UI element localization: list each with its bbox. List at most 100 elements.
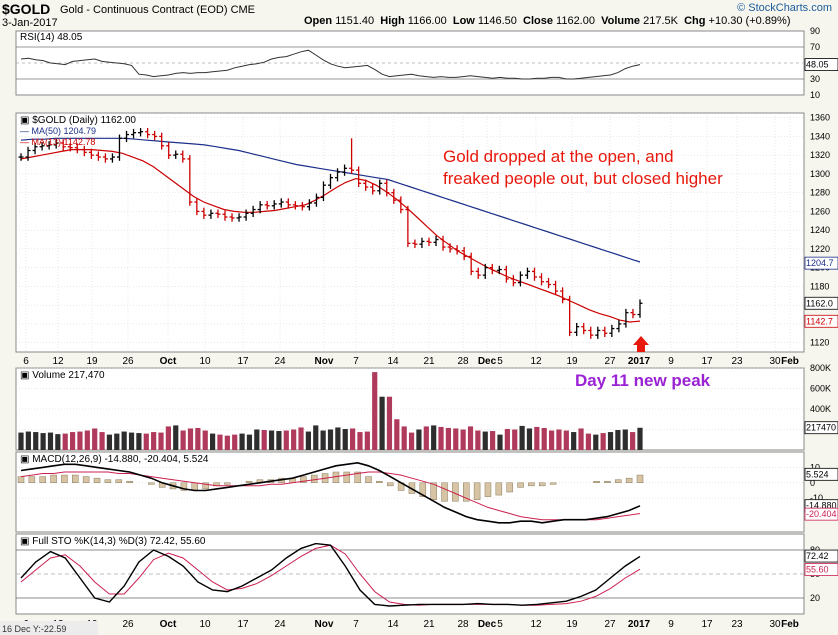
- volume-bar: [350, 428, 356, 450]
- volume-bar: [99, 432, 105, 450]
- macd-histogram-bar: [191, 482, 199, 491]
- close-last-label-box: [804, 296, 838, 310]
- macd-histogram-bar: [549, 482, 557, 485]
- rsi-tick-label: 10: [810, 90, 820, 100]
- volume-bar: [25, 431, 31, 450]
- x-tick-label: 17: [237, 356, 249, 367]
- macd-label: ▣ MACD(12,26,9) -14.880, -20.404, 5.524: [20, 454, 209, 465]
- volume-last-label: 217470: [806, 423, 836, 433]
- macd-histogram: [17, 471, 644, 502]
- volume-bar: [69, 432, 76, 450]
- price-tick-label: 1320: [810, 150, 830, 160]
- macd-histogram-bar: [473, 482, 481, 500]
- volume-bars: [18, 372, 643, 450]
- rsi-tick-label: 70: [810, 42, 820, 52]
- volume-bar: [335, 427, 341, 450]
- x-tick-label: 2017: [628, 356, 651, 367]
- price-title: ▣ $GOLD (Daily) 1162.00: [20, 115, 136, 126]
- volume-bar: [151, 432, 157, 450]
- volume-bar: [416, 429, 422, 450]
- macd-histogram-bar: [615, 479, 622, 484]
- volume-bar: [232, 434, 238, 450]
- x-tick-label: 10: [199, 356, 211, 367]
- volume-bar: [401, 426, 407, 450]
- volume-bar: [526, 428, 533, 450]
- x-tick-label: 12: [52, 356, 64, 367]
- macd-histogram-bar: [61, 474, 68, 484]
- macd-histogram-bar: [376, 480, 383, 484]
- macd-histogram-bar: [539, 482, 546, 487]
- macd-histogram-bar: [604, 480, 611, 484]
- macd-histogram-bar: [484, 482, 492, 497]
- volume-bar: [55, 434, 61, 450]
- volume-bar: [217, 434, 223, 450]
- macd-histogram-bar: [300, 476, 307, 484]
- ma13-last-label: 1142.7: [806, 316, 833, 326]
- volume-bar: [283, 430, 289, 450]
- price-tick-label: 1120: [810, 338, 829, 348]
- volume-bar: [84, 430, 90, 450]
- stockcharts-logo: © StockCharts.com: [737, 2, 832, 14]
- volume-bar: [379, 396, 385, 450]
- volume-bar: [600, 433, 606, 450]
- volume-bar: [490, 431, 496, 450]
- macd-signal-last-label: -20.404: [806, 509, 837, 519]
- macd-histogram-bar: [625, 477, 633, 484]
- macd-histogram-bar: [72, 474, 79, 484]
- macd-hist-last-label: 5.524: [806, 469, 829, 479]
- bottom-x-tick-label: 9: [668, 619, 674, 630]
- volume-bar: [121, 431, 127, 450]
- volume-bar: [394, 419, 400, 450]
- bottom-x-tick-label: 17: [701, 619, 713, 630]
- ma50-last-label-box: [804, 256, 838, 270]
- x-tick-label: 14: [387, 356, 399, 367]
- macd-histogram-bar: [50, 474, 57, 484]
- volume-bar: [615, 430, 621, 450]
- macd-histogram-bar: [39, 476, 46, 484]
- volume-bar: [165, 426, 171, 450]
- macd-histogram-bar: [419, 482, 427, 497]
- x-tick-label: 19: [566, 356, 578, 367]
- volume-bar: [239, 433, 245, 450]
- stochastic-k-line: [20, 542, 641, 607]
- volume-bar: [106, 434, 113, 450]
- bottom-x-tick-label: 28: [457, 619, 469, 630]
- macd-histogram-bar: [386, 482, 394, 487]
- x-tick-label: 27: [604, 356, 616, 367]
- macd-histogram-bar: [441, 482, 448, 502]
- ohlc-bars: [18, 127, 643, 339]
- volume-bar: [18, 432, 24, 450]
- volume-bar: [534, 426, 540, 450]
- volume-bar: [195, 427, 201, 450]
- volume-tick-label: 400K: [810, 404, 831, 414]
- stochastic-k-last-label: 72.42: [806, 551, 829, 561]
- bottom-x-tick-label: 2017: [628, 619, 651, 630]
- bottom-x-tick-label: 10: [199, 619, 211, 630]
- volume-bar: [224, 435, 230, 450]
- bottom-x-tick-label: 27: [604, 619, 616, 630]
- macd-histogram-bar: [354, 471, 361, 484]
- volume-bar: [298, 427, 304, 450]
- annotation-line-1: Gold dropped at the open, and: [443, 147, 674, 166]
- volume-bar: [305, 431, 311, 450]
- volume-bar: [460, 429, 466, 450]
- ma50-last-label: 1204.7: [806, 258, 834, 268]
- volume-bar: [33, 432, 39, 450]
- volume-bar: [364, 431, 370, 450]
- bottom-x-tick-label: Nov: [315, 619, 334, 630]
- volume-bar: [62, 433, 68, 450]
- bottom-x-tick-label: 30: [769, 619, 781, 630]
- volume-bar: [630, 432, 636, 450]
- volume-bar: [497, 434, 503, 450]
- price-tick-label: 1340: [810, 131, 830, 141]
- volume-bar: [357, 432, 363, 450]
- bottom-x-tick-label: 7: [353, 619, 359, 630]
- price-tick-label: 1300: [810, 169, 830, 179]
- price-tick-label: 1180: [810, 281, 829, 291]
- macd-histogram-bar: [462, 482, 470, 502]
- volume-bar: [541, 427, 547, 450]
- rsi-tick-label: 90: [810, 26, 820, 36]
- macd-histogram-bar: [148, 482, 155, 485]
- macd-histogram-bar: [452, 482, 459, 502]
- volume-bar: [386, 396, 393, 450]
